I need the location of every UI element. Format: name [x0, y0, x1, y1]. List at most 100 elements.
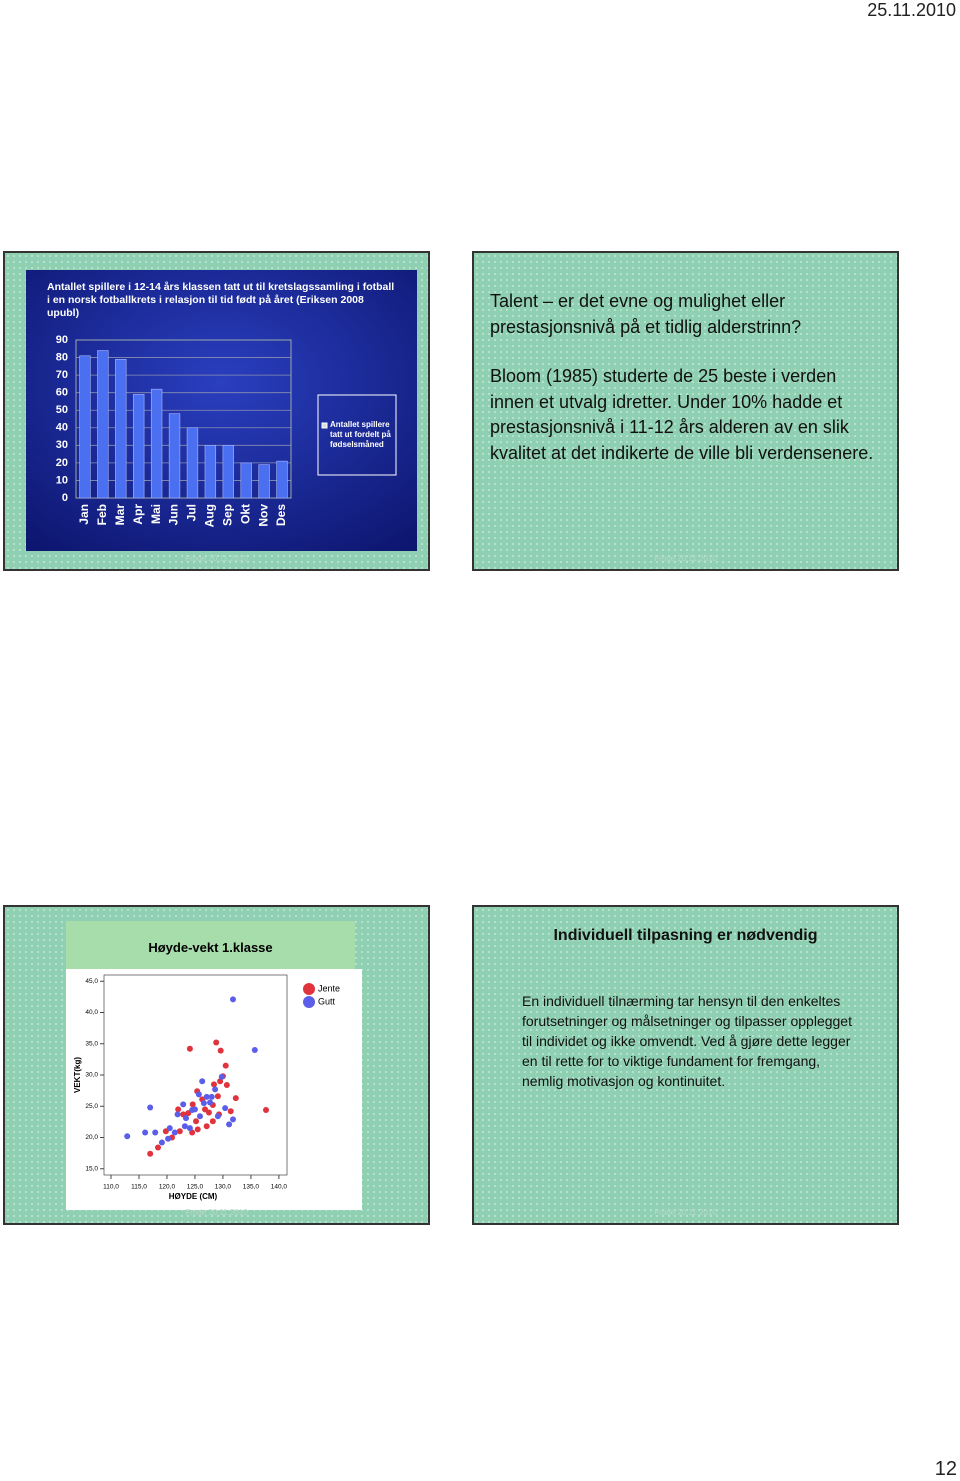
y-tick-label: 20,0: [85, 1134, 98, 1141]
point: [213, 1039, 220, 1046]
slide-text: Talent – er det evne og mulighet eller p…: [490, 289, 885, 466]
slide: 0 10 20 30 40 50 60 70 80 90 Jan Feb Mar Apr Mai Jun Jul…: [3, 251, 430, 571]
y-tick-label: 80: [56, 351, 68, 363]
point: [229, 1116, 236, 1123]
point: [222, 1062, 229, 1069]
footer: Frode 20.11.2010: [654, 1208, 717, 1217]
point: [227, 1108, 234, 1115]
point: [218, 1073, 225, 1080]
point: [186, 1125, 193, 1132]
bar: [222, 445, 234, 499]
point: [171, 1129, 178, 1136]
y-tick-label: 35,0: [85, 1040, 98, 1047]
point: [222, 1105, 229, 1112]
point: [214, 1113, 221, 1120]
paragraph: Talent – er det evne og mulighet eller p…: [490, 291, 802, 337]
x-tick-label: 140,0: [271, 1184, 288, 1191]
legend-marker: [303, 983, 315, 995]
point: [176, 1128, 183, 1135]
y-tick-label: 40: [56, 422, 68, 434]
slide: Høyde-vekt 1.klasse 15,0 20,0 25,0 30,0 35,0…: [3, 905, 430, 1225]
y-tick-label: 70: [56, 369, 68, 381]
x-tick-label: 120,0: [159, 1184, 176, 1191]
x-tick-label: Jan: [77, 504, 91, 525]
point: [195, 1091, 202, 1098]
slide-title: Individuell tilpasning er nødvendig: [553, 927, 818, 944]
point: [232, 1095, 239, 1102]
bar: [240, 462, 252, 499]
x-tick-label: 115,0: [131, 1184, 147, 1191]
x-tick-label: 130,0: [215, 1184, 232, 1191]
point: [166, 1125, 173, 1132]
x-tick-label: Des: [274, 504, 288, 526]
bar-chart: 0 10 20 30 40 50 60 70 80 90 Jan Feb Mar Apr Mai Jun Jul…: [26, 270, 417, 551]
bar: [204, 445, 217, 499]
x-axis-label: HØYDE (CM): [169, 1192, 218, 1201]
point: [196, 1113, 203, 1120]
x-tick-label: 135,0: [243, 1184, 260, 1191]
legend-label: Jente: [318, 983, 340, 993]
x-tick-label: Okt: [238, 504, 252, 524]
scatter-chart: 15,0 20,0 25,0 30,0 35,0 40,0 45,0 110,0 115,0 12…: [66, 969, 362, 1210]
point: [180, 1101, 187, 1108]
point: [158, 1139, 165, 1146]
x-tick-label: Jun: [167, 504, 181, 525]
point: [203, 1123, 210, 1130]
legend-box: [317, 394, 397, 476]
x-tick-label: Mar: [113, 504, 127, 526]
point: [226, 1121, 233, 1128]
slide: Individuell tilpasning er nødvendig En i…: [472, 905, 899, 1225]
paragraph: En individuell tilnærming tar hensyn til…: [522, 993, 852, 1089]
footer: Frode 20.11.2010: [185, 554, 248, 563]
bar: [133, 394, 145, 499]
point: [189, 1101, 196, 1108]
y-tick-label: 20: [56, 457, 68, 469]
y-tick-label: 40,0: [85, 1009, 98, 1016]
point: [194, 1126, 201, 1133]
point: [147, 1150, 154, 1157]
slide: Talent – er det evne og mulighet eller p…: [472, 251, 899, 571]
x-tick-label: Aug: [203, 504, 217, 527]
y-tick-label: 30: [56, 439, 68, 451]
point: [217, 1047, 224, 1054]
point: [263, 1107, 270, 1113]
point: [251, 1047, 258, 1053]
point: [147, 1104, 154, 1111]
bar: [276, 460, 288, 499]
point: [189, 1107, 196, 1113]
point: [193, 1118, 200, 1125]
chart-title: Antallet spillere i 12-14 års klassen ta…: [47, 281, 395, 319]
point: [214, 1093, 221, 1100]
x-tick-label: Feb: [95, 504, 109, 525]
point: [205, 1109, 212, 1116]
bar: [79, 355, 91, 499]
legend-label: Antallet spillere tatt ut fordelt på fød…: [330, 420, 391, 449]
y-tick-label: 0: [62, 492, 68, 504]
point: [175, 1106, 182, 1113]
bar: [186, 427, 199, 499]
point: [212, 1086, 219, 1093]
bar: [258, 464, 270, 499]
chart-title: Høyde-vekt 1.klasse: [66, 921, 355, 969]
point: [124, 1133, 131, 1140]
point: [223, 1082, 230, 1088]
legend-label: Gutt: [318, 996, 336, 1006]
x-tick-label: 125,0: [187, 1184, 204, 1191]
plot-frame: [103, 974, 288, 1176]
point: [152, 1129, 159, 1136]
point: [155, 1144, 162, 1151]
x-tick-label: Mai: [149, 504, 163, 524]
y-tick-label: 15,0: [85, 1165, 98, 1172]
y-axis-label: VEKT(kg): [73, 1057, 82, 1093]
bar: [115, 359, 127, 499]
y-tick-label: 50: [56, 404, 68, 416]
point: [208, 1093, 215, 1100]
x-tick-label: Apr: [131, 504, 145, 525]
bar: [150, 388, 163, 499]
point: [142, 1129, 149, 1136]
date: 25.11.2010: [867, 0, 956, 20]
paragraph: Bloom (1985) studerte de 25 beste i verd…: [490, 366, 874, 463]
bar: [97, 350, 109, 499]
y-tick-label: 60: [56, 387, 68, 399]
